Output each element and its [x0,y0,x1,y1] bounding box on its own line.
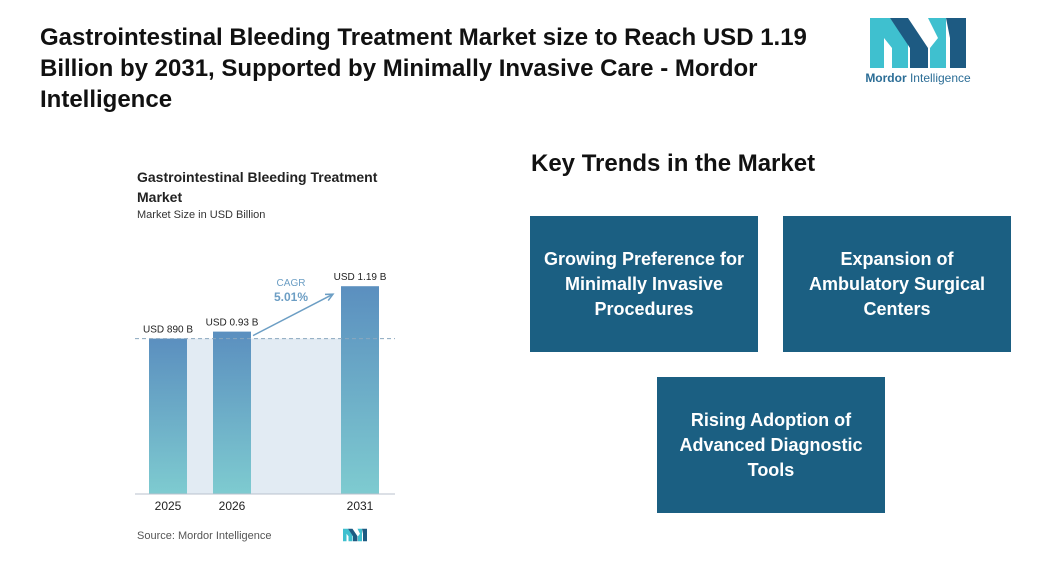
bar-2025 [149,338,187,494]
x-tick-label: 2031 [347,499,374,513]
trend-card-advanced-diagnostic-tools: Rising Adoption of Advanced Diagnostic T… [657,377,885,513]
bar-2026 [213,331,251,494]
page-title: Gastrointestinal Bleeding Treatment Mark… [40,24,807,113]
cagr-value: 5.01% [274,290,308,304]
x-tick-label: 2026 [219,499,246,513]
trend-card-minimally-invasive: Growing Preference for Minimally Invasiv… [530,216,758,352]
bar-data-label: USD 0.93 B [206,318,259,329]
cagr-arrow-head [324,293,335,302]
trend-card-label: Rising Adoption of Advanced Diagnostic T… [679,409,863,480]
logo-wordmark-bold: Mordor [865,71,907,85]
bar-data-label: USD 1.19 B [334,272,387,283]
bar-2031 [341,286,379,494]
x-tick-label: 2025 [155,499,182,513]
cagr-label: CAGR [277,278,306,289]
mordor-intelligence-logo: Mordor Intelligence [862,18,974,88]
trend-card-ambulatory-surgical-centers: Expansion of Ambulatory Surgical Centers [783,216,1011,352]
chart-reference-band [149,338,379,494]
cagr-arrow-line [252,293,334,337]
logo-wordmark-regular: Intelligence [906,71,971,85]
mordor-logo-icon [870,18,966,68]
source-mordor-logo-icon [343,528,367,542]
source-note: Source: Mordor Intelligence [137,530,272,542]
chart-title: Gastrointestinal Bleeding Treatment Mark… [137,169,378,205]
trend-card-label: Growing Preference for Minimally Invasiv… [543,248,745,319]
trend-card-label: Expansion of Ambulatory Surgical Centers [808,248,986,319]
bar-data-label: USD 890 B [143,325,193,336]
logo-wordmark: Mordor Intelligence [862,71,974,85]
key-trends-heading: Key Trends in the Market [531,150,816,177]
chart-subtitle: Market Size in USD Billion [137,209,266,221]
